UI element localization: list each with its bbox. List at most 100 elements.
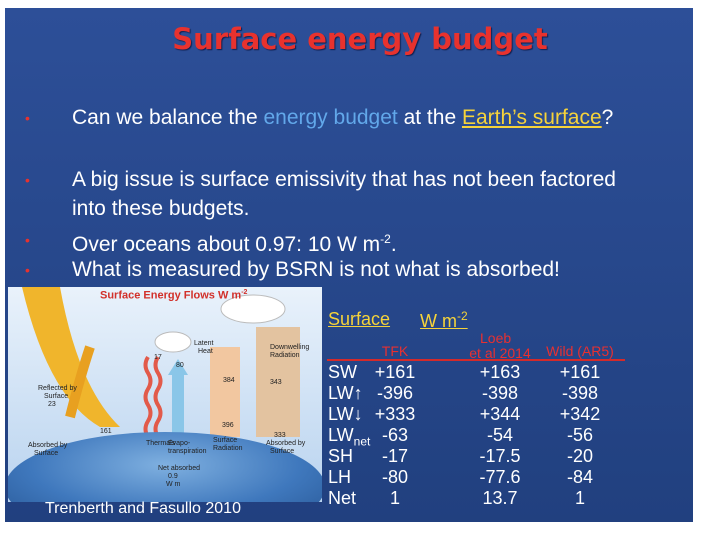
cloud [220,294,286,324]
bullet-dot: • [25,172,30,188]
table-cell: +344 [479,404,521,424]
figure-title: Surface Energy Flows W m-2 [100,289,247,302]
row-label: Net [328,488,356,509]
column-header: et al 2014 [469,345,531,361]
table-cell: -84 [566,467,593,487]
text: SH [328,446,354,466]
diagram-label: 17 [154,354,162,361]
latent-heat-arrow [172,372,184,437]
table-cell: +163 [479,362,521,382]
cloud [154,331,192,353]
text: Net [328,488,357,508]
text: SW [328,362,357,382]
table-cell: 13.7 [482,488,518,508]
column-header: TFK [381,343,409,359]
text: A big issue is surface emissivity that h… [72,168,616,220]
superscript: -2 [456,309,468,323]
arrowhead [168,359,188,375]
diagram-label: W m [166,481,181,488]
table-cell: -398 [561,383,599,403]
earth [8,432,322,502]
solar-beam [22,287,120,427]
thermals-arrow [143,355,153,439]
diagram-label: 0.9 [168,473,178,480]
table-cell: -80 [381,467,408,487]
figure-caption: Trenberth and Fasullo 2010 [45,500,241,517]
table-cell: -17 [381,446,408,466]
diagram-label: 396 [222,422,234,429]
diagram-label: Reflected by [38,385,77,392]
text: at the [397,106,462,129]
diagram-label: Latent [194,340,214,347]
table-title: Surface [328,309,391,329]
diagram-label: Surface [270,448,294,455]
diagram-label: 333 [274,432,286,439]
bullet-dot: • [25,232,30,248]
table-cell: -56 [566,425,593,445]
bullet-dot: • [25,110,30,126]
table-cell: 1 [574,488,585,508]
row-label: SH [328,446,353,467]
diagram-labels: Reflected bySurface231611780LatentHeat38… [28,340,309,488]
surface-radiation-band [210,347,240,437]
text: Over oceans about 0.97: 10 W m [72,233,381,256]
table-cell: -396 [376,383,414,403]
table-cell: -20 [566,446,593,466]
column-header: Loeb [480,330,512,346]
diagram-label: Surface [34,450,58,457]
text: LH [328,467,352,487]
reflected-beam [65,345,95,419]
diagram-label: 23 [48,401,56,408]
diagram-label: Radiation [213,445,243,452]
bullet: What is measured by BSRN is not what is … [72,255,672,284]
header-rule [327,359,625,361]
superscript: -2 [380,232,391,246]
diagram-label: 343 [270,379,282,386]
diagram-label: Radiation [270,352,300,359]
table-cell: -17.5 [479,446,521,466]
text: . [390,233,397,256]
diagram-label: 80 [176,362,184,369]
subscript: net [353,434,371,449]
thermals-arrow [153,355,163,439]
diagram-label: Thermals [146,440,176,447]
table-cell: +161 [559,362,601,382]
bullet: A big issue is surface emissivity that h… [72,165,632,223]
table-cell: -398 [481,383,519,403]
row-label: SW [328,362,357,383]
table-cell: -54 [486,425,513,445]
diagram-label: Absorbed by [266,440,306,447]
text: Surface Energy Flows W m [100,289,242,302]
text: LW [328,425,354,445]
table-cell: +333 [374,404,416,424]
bullet: Over oceans about 0.97: 10 W m-2. [72,225,632,259]
row-label: LWnet [328,425,370,449]
highlight: energy budget [263,106,398,129]
diagram-label: 384 [223,377,235,384]
diagram-label: Downwelling [270,344,309,351]
diagram-label: transpiration [168,448,207,455]
text: LW↓ [328,404,363,424]
table-cell: -63 [381,425,408,445]
diagram-label: Surface [44,393,68,400]
table-cell: +161 [374,362,416,382]
energy-flow-diagram: Reflected bySurface231611780LatentHeat38… [8,287,322,502]
diagram-label: Evapo- [168,440,191,447]
diagram-label: Net absorbed [158,465,200,472]
text: What is measured by BSRN is not what is … [72,258,560,281]
bullet-dot: • [25,262,30,278]
row-label: LW↑ [328,383,363,404]
text: W m [420,311,457,331]
highlight: Earth’s surface [461,106,602,129]
table-cell: -77.6 [479,467,521,487]
slide-title: Surface energy budget [172,22,548,56]
row-label: LH [328,467,351,488]
row-label: LW↓ [328,404,363,425]
diagram-label: Heat [198,348,213,355]
column-header: Wild (AR5) [546,343,614,359]
table-cell: +342 [559,404,601,424]
diagram-label: 161 [100,428,112,435]
table-cell: 1 [389,488,400,508]
superscript: -2 [241,289,248,296]
